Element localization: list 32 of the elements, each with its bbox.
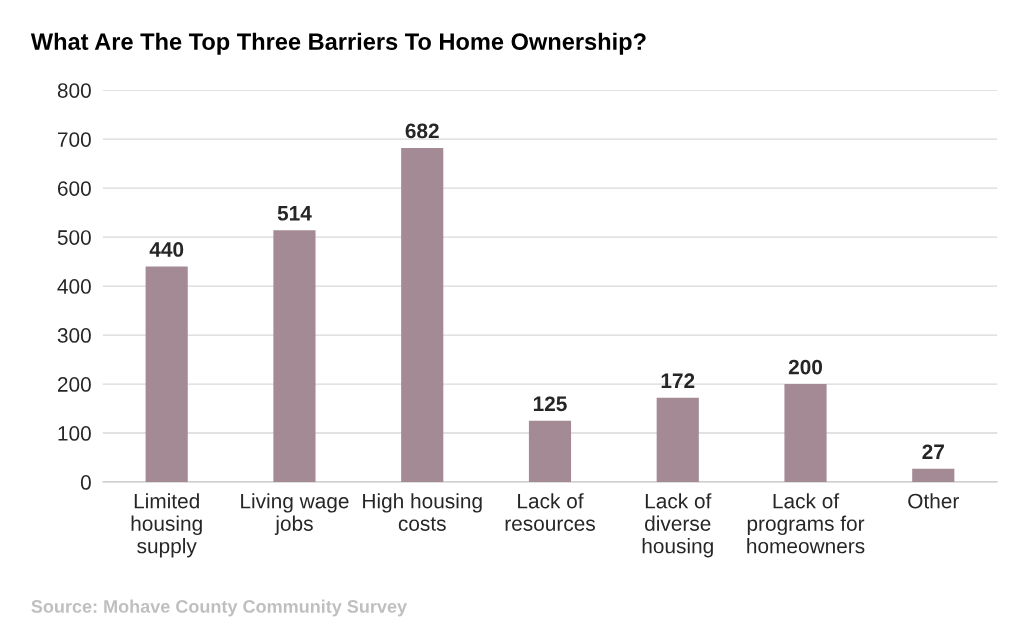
y-tick-label: 600 [57,181,91,196]
bar [784,384,827,483]
y-tick-label: 200 [57,377,91,392]
x-tick-label: Lack of diverse housing [642,493,713,558]
bar [656,397,699,483]
y-tick-label: 300 [57,328,91,343]
x-tick-label: Lack of resources [505,493,595,531]
y-tick-label: 700 [58,132,91,147]
data-label: 682 [405,123,439,139]
data-label: 27 [922,444,944,459]
data-label: 440 [149,242,184,257]
bar [528,420,572,483]
x-tick-label: Lack of programs for homeowners [747,493,865,554]
data-label: 514 [277,206,312,221]
y-tick-label: 800 [57,83,91,98]
x-tick-label: High housing costs [363,493,482,531]
y-tick-label: 400 [57,279,91,294]
bar [145,266,188,483]
y-tick-label: 100 [58,426,91,441]
data-label: 200 [788,359,823,375]
x-tick-label: Limited housing supply [131,493,202,558]
y-tick-label: 0 [80,475,91,490]
data-label: 125 [533,396,567,412]
x-tick-label: Living wage jobs [241,493,349,536]
bar [401,147,444,483]
bar [912,468,955,483]
x-tick-label: Other [908,493,959,509]
data-label: 172 [661,373,695,388]
y-tick-label: 500 [57,230,91,245]
bar [273,230,316,483]
source-note: Source: Mohave County Community Survey [31,599,407,617]
chart-title: What Are The Top Three Barriers To Home Ownership? [30,32,646,55]
